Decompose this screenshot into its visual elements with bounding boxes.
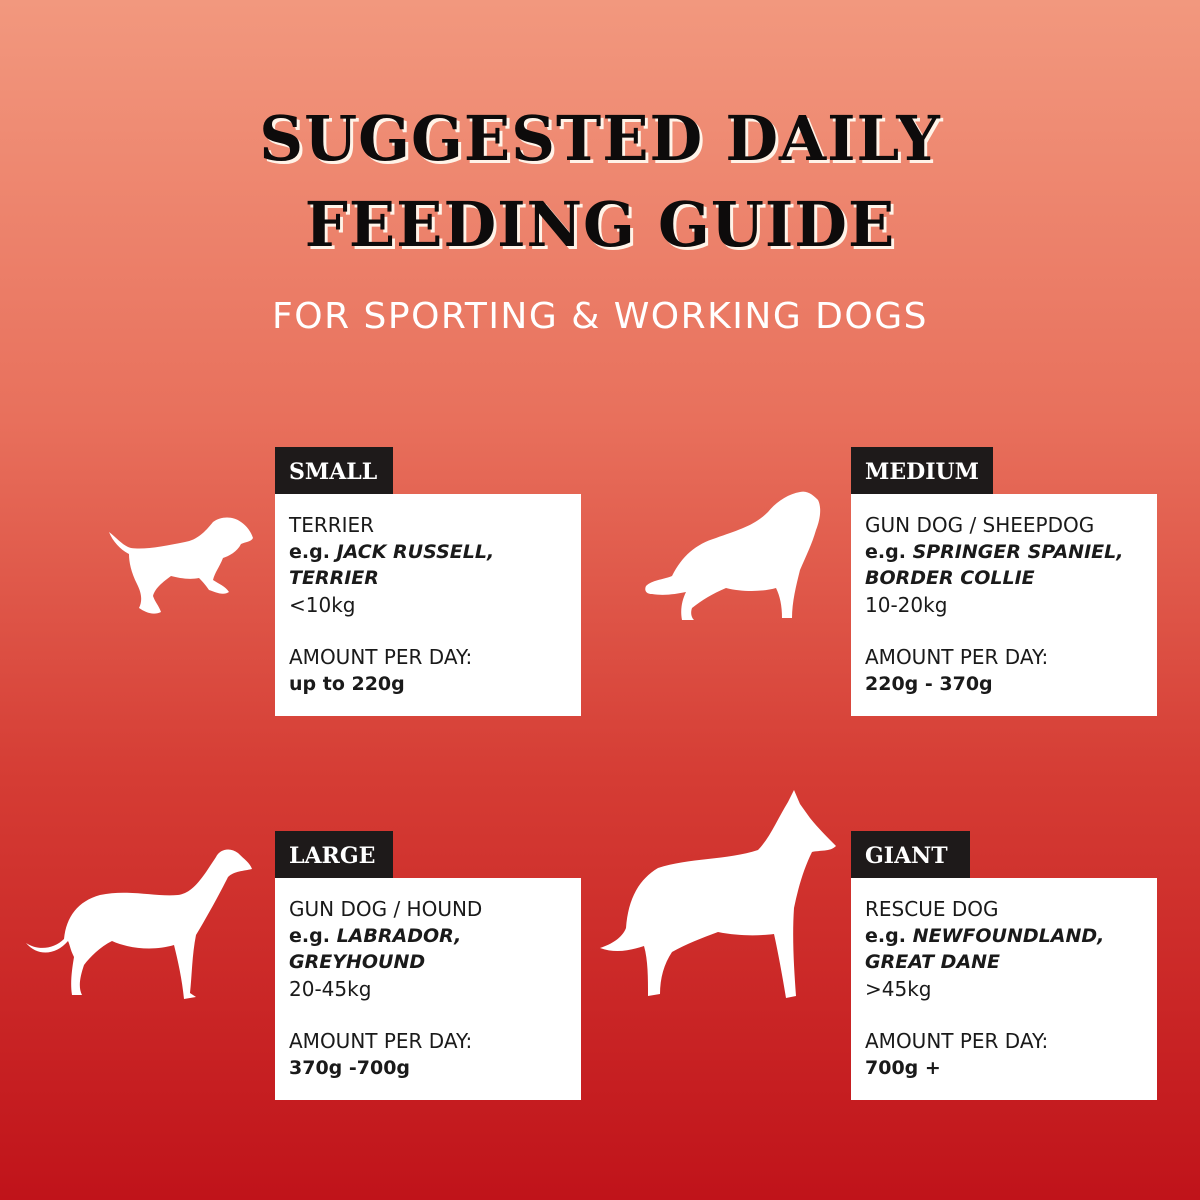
- breed-examples: e.g. LABRADOR, GREYHOUND: [289, 924, 462, 974]
- amount-label: AMOUNT PER DAY:: [865, 1029, 1049, 1053]
- dog-type: TERRIER: [289, 513, 375, 537]
- weight-range: 20-45kg: [289, 976, 372, 1001]
- dog-type: RESCUE DOG: [865, 897, 999, 921]
- title-line-1: SUGGESTED DAILY: [259, 102, 941, 175]
- feeding-card-medium: GUN DOG / SHEEPDOG e.g. SPRINGER SPANIEL…: [851, 494, 1157, 716]
- size-label-medium: MEDIUM: [851, 447, 993, 494]
- feeding-card-large: GUN DOG / HOUND e.g. LABRADOR, GREYHOUND…: [275, 878, 581, 1100]
- weight-range: >45kg: [865, 976, 932, 1001]
- dog-type: GUN DOG / SHEEPDOG: [865, 513, 1095, 537]
- size-label-large: LARGE: [275, 831, 393, 878]
- greyhound-dog-icon: [26, 849, 252, 999]
- amount-label: AMOUNT PER DAY:: [865, 645, 1049, 669]
- amount-value: 220g - 370g: [865, 672, 993, 695]
- weight-range: <10kg: [289, 592, 356, 617]
- amount-value: 370g -700g: [289, 1056, 411, 1079]
- page-title: SUGGESTED DAILY FEEDING GUIDE: [12, 96, 1188, 268]
- amount-value: 700g +: [865, 1056, 941, 1079]
- breed-examples: e.g. NEWFOUNDLAND, GREAT DANE: [865, 924, 1105, 974]
- amount-value: up to 220g: [289, 672, 405, 695]
- size-label-giant: GIANT: [851, 831, 970, 878]
- collie-dog-icon: [645, 491, 821, 620]
- feeding-card-giant: RESCUE DOG e.g. NEWFOUNDLAND, GREAT DANE…: [851, 878, 1157, 1100]
- weight-range: 10-20kg: [865, 592, 948, 617]
- breed-examples: e.g. JACK RUSSELL, TERRIER: [289, 540, 495, 590]
- feeding-card-small: TERRIER e.g. JACK RUSSELL, TERRIER <10kg…: [275, 494, 581, 716]
- amount-label: AMOUNT PER DAY:: [289, 1029, 473, 1053]
- dog-type: GUN DOG / HOUND: [289, 897, 483, 921]
- small-running-dog-icon: [109, 517, 253, 614]
- title-line-2: FEEDING GUIDE: [304, 188, 896, 261]
- subtitle: FOR SPORTING & WORKING DOGS: [272, 296, 928, 337]
- size-label-small: SMALL: [275, 447, 393, 494]
- great-dane-dog-icon: [600, 790, 836, 998]
- amount-label: AMOUNT PER DAY:: [289, 645, 473, 669]
- breed-examples: e.g. SPRINGER SPANIEL, BORDER COLLIE: [865, 540, 1124, 590]
